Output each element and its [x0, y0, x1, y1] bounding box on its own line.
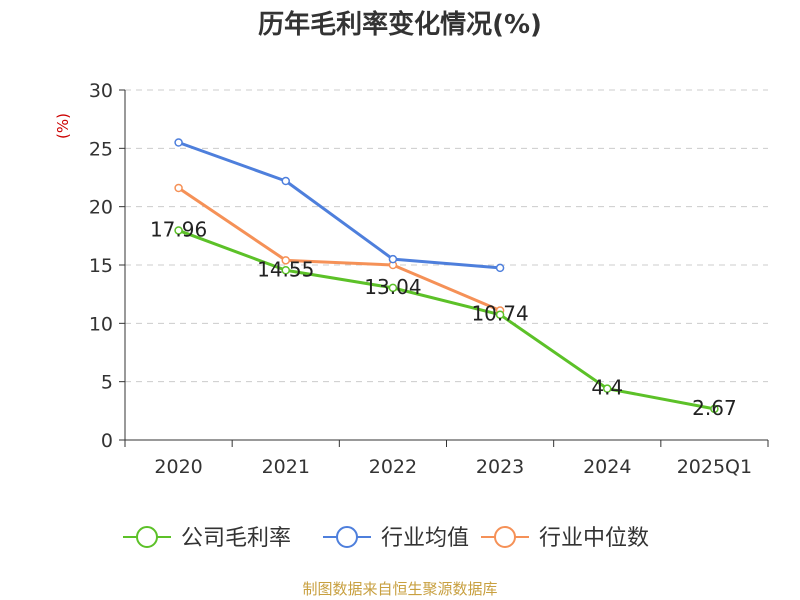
point-s1-2024: [603, 384, 612, 393]
point-s2-2023: [495, 263, 505, 273]
point-s2-2022: [388, 254, 398, 264]
point-s1-2022: [388, 283, 398, 293]
source-note: 制图数据来自恒生聚源数据库: [302, 580, 498, 598]
legend-item-2: 行业均值: [323, 526, 469, 551]
data-label-2021: 14.55: [257, 257, 314, 281]
x-tick-label-2021: 2021: [262, 456, 310, 478]
legend-marker-1: [136, 526, 158, 548]
point-s1-2020: [174, 226, 183, 235]
series-line-3: [177, 186, 501, 312]
x-tick-label-2025Q1: 2025Q1: [677, 456, 752, 478]
legend-label-3: 行业中位数: [539, 526, 649, 551]
point-s1-2021: [281, 266, 290, 275]
y-axis-label: (%): [54, 113, 72, 139]
data-labels: 17.96 14.55 13.04 10.74 4.4 2.67: [150, 217, 737, 419]
chart-title: 历年毛利率变化情况(%): [258, 10, 542, 40]
legend-marker-2: [336, 526, 358, 548]
grid-lines: [125, 89, 768, 383]
y-tick-label-25: 25: [89, 138, 113, 160]
series-line-2: [178, 141, 501, 270]
x-tick-label-2023: 2023: [476, 456, 524, 478]
data-label-2022: 13.04: [364, 275, 421, 299]
y-tick-label-15: 15: [89, 255, 113, 277]
legend-marker-3: [494, 526, 516, 548]
legend: 公司毛利率 行业均值 行业中位数: [123, 526, 649, 551]
y-tick-label-30: 30: [89, 80, 113, 102]
y-tick-label-20: 20: [89, 197, 113, 219]
x-tick-label-2022: 2022: [369, 456, 417, 478]
data-label-2020: 17.96: [150, 217, 207, 241]
data-label-2023: 10.74: [471, 302, 528, 326]
series-group: [174, 138, 719, 414]
point-s3-2021: [281, 256, 290, 265]
data-label-2025Q1: 2.67: [692, 396, 737, 420]
x-tick-label-2020: 2020: [154, 456, 202, 478]
point-s3-2020: [174, 183, 183, 193]
legend-label-2: 行业均值: [381, 526, 469, 551]
legend-label-1: 公司毛利率: [181, 526, 291, 551]
series-line-1: [178, 229, 715, 411]
legend-item-3: 行业中位数: [481, 526, 649, 551]
point-s2-2021: [281, 176, 290, 186]
point-s1-2023: [495, 310, 505, 319]
y-tick-label-5: 5: [101, 372, 113, 394]
y-tick-label-0: 0: [101, 430, 113, 452]
axes: 0 5 10 15 20 25 30 2020 2021 2022 2023 2024 2025Q1: [89, 80, 769, 478]
y-tick-label-10: 10: [89, 313, 113, 335]
point-s1-2025Q1: [710, 404, 719, 414]
x-tick-label-2024: 2024: [583, 456, 631, 478]
data-label-2024: 4.4: [591, 376, 623, 400]
legend-item-1: 公司毛利率: [123, 526, 291, 551]
line-chart: 0 5 10 15 20 25 30 2020 2021 2022 2023 2024 2025Q1 (…: [54, 80, 769, 551]
point-s2-2020: [174, 138, 183, 147]
